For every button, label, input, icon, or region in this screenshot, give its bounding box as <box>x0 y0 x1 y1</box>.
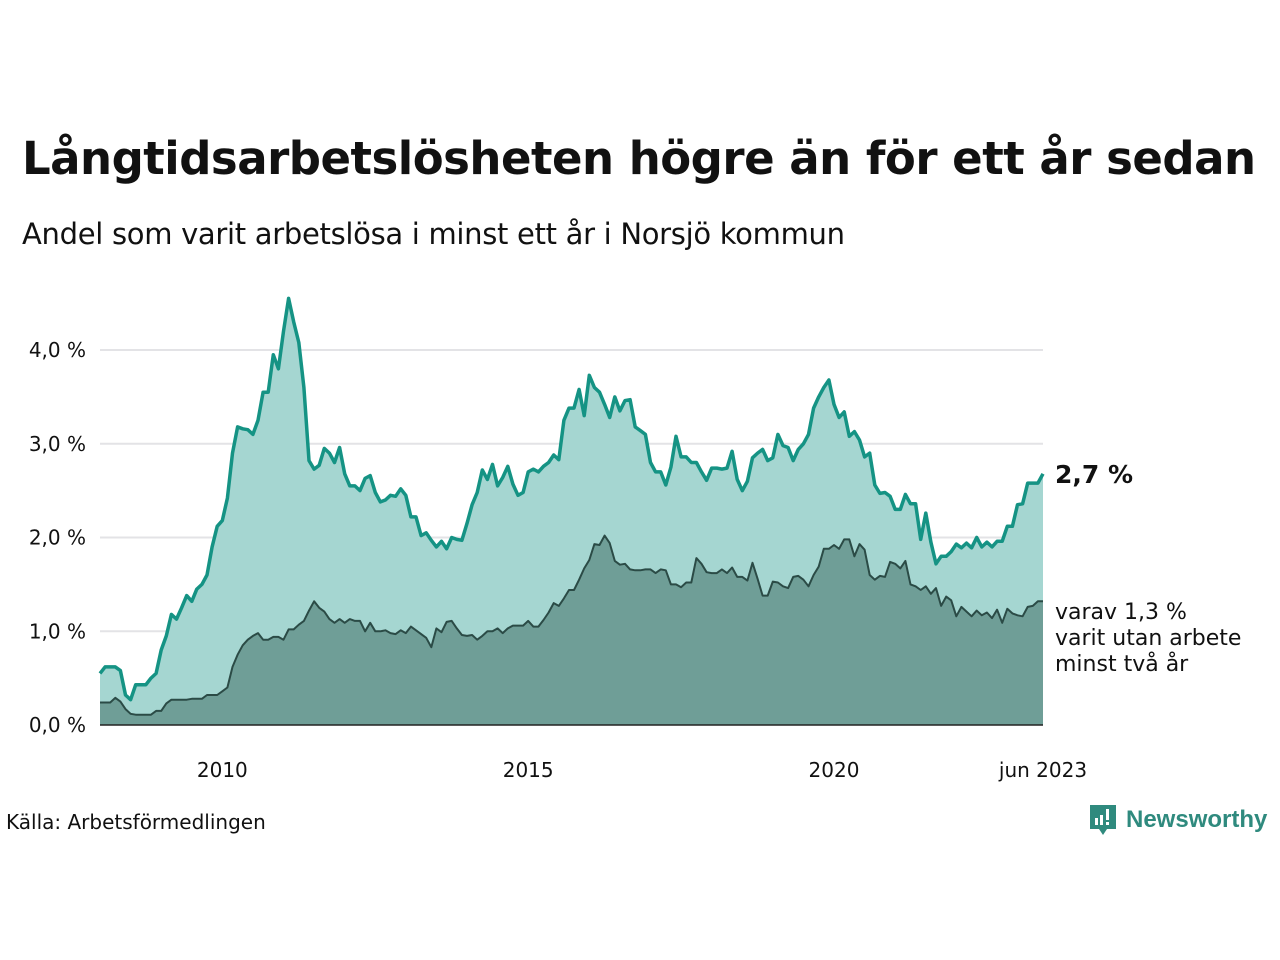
end-label-total: 2,7 % <box>1055 460 1133 489</box>
end-label-line: varit utan arbete <box>1055 626 1241 651</box>
brand-logo[interactable]: Newsworthy <box>1088 803 1267 837</box>
line-long-term <box>100 534 1043 716</box>
area-long-term <box>100 535 1043 725</box>
line-total <box>98 296 1045 702</box>
newsworthy-logo-icon <box>1090 805 1116 835</box>
x-axis: 2010 2015 2020 jun 2023 <box>197 758 1087 782</box>
y-axis: 0,0 % 1,0 % 2,0 % 3,0 % 4,0 % <box>29 338 86 737</box>
y-tick-label: 2,0 % <box>29 526 86 550</box>
x-tick-label: jun 2023 <box>998 758 1087 782</box>
y-tick-label: 3,0 % <box>29 432 86 456</box>
end-label-line: varav 1,3 % <box>1055 600 1187 625</box>
x-tick-label: 2020 <box>809 758 860 782</box>
brand-name: Newsworthy <box>1126 806 1268 833</box>
end-label-line: minst två år <box>1055 651 1189 677</box>
y-tick-label: 4,0 % <box>29 338 86 362</box>
chart-subtitle: Andel som varit arbetslösa i minst ett å… <box>22 217 845 251</box>
y-tick-label: 1,0 % <box>29 619 86 643</box>
chart-title: Långtidsarbetslösheten högre än för ett … <box>22 132 1256 185</box>
x-tick-label: 2015 <box>503 758 554 782</box>
x-tick-label: 2010 <box>197 758 248 782</box>
y-tick-label: 0,0 % <box>29 713 86 737</box>
source-note: Källa: Arbetsförmedlingen <box>6 810 266 834</box>
